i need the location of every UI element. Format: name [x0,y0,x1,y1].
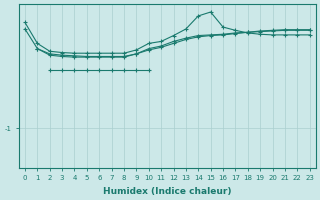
X-axis label: Humidex (Indice chaleur): Humidex (Indice chaleur) [103,187,232,196]
